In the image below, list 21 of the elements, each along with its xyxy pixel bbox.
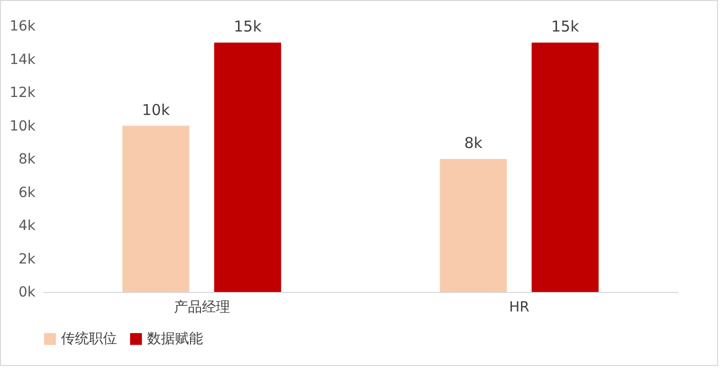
x-tick-label: 产品经理 <box>174 300 230 316</box>
legend-label: 数据赋能 <box>147 331 203 347</box>
data-label: 8k <box>464 134 483 152</box>
bar <box>122 126 190 292</box>
y-tick-label: 2k <box>18 251 36 268</box>
y-tick-label: 10k <box>10 118 36 134</box>
y-tick-label: 6k <box>18 184 36 201</box>
y-tick-label: 14k <box>10 52 36 68</box>
y-tick-label: 8k <box>18 152 36 168</box>
y-tick-label: 16k <box>10 18 36 34</box>
bar <box>440 159 507 292</box>
bar <box>532 42 599 292</box>
x-tick-label: HR <box>509 300 530 316</box>
legend-label: 传统职位 <box>61 331 117 347</box>
y-tick-label: 4k <box>18 218 36 234</box>
data-label: 15k <box>234 18 262 36</box>
data-label: 15k <box>551 18 580 36</box>
data-label: 10k <box>142 100 170 119</box>
y-tick-label: 0k <box>18 284 36 300</box>
bar <box>214 42 282 292</box>
y-tick-label: 12k <box>10 85 36 101</box>
